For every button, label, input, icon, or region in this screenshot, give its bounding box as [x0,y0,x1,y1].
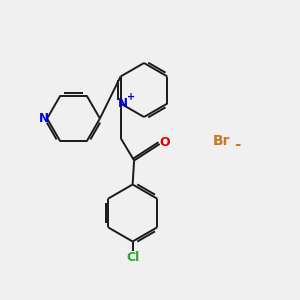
Text: Cl: Cl [126,250,139,264]
Text: -: - [234,136,241,152]
Text: O: O [160,136,170,149]
Text: N: N [39,112,49,125]
Text: +: + [127,92,135,102]
Text: Br: Br [213,134,231,148]
Text: N: N [117,97,128,110]
